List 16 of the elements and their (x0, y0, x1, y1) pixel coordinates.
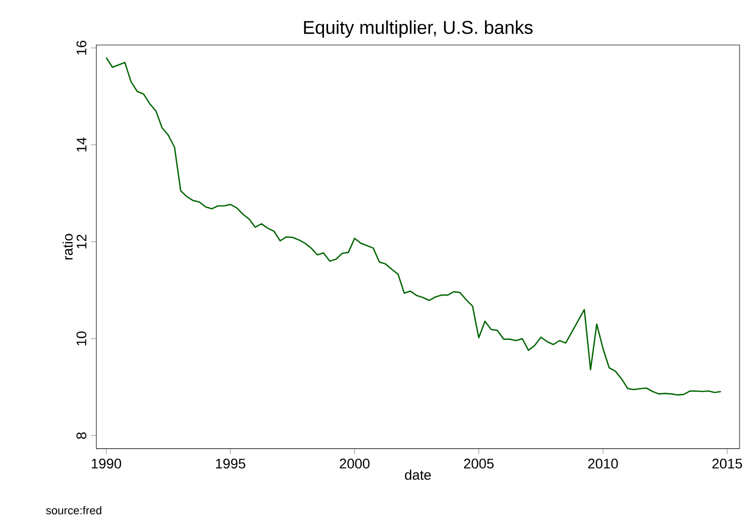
source-note: source:fred (46, 506, 102, 514)
x-tick-label: 2005 (464, 458, 494, 468)
y-tick-label: 16 (76, 40, 86, 54)
y-tick-label: 8 (76, 432, 86, 439)
y-tick-label: 10 (76, 331, 86, 346)
y-tick-label: 12 (76, 234, 86, 248)
x-axis-title: date (404, 470, 431, 480)
chart-title: Equity multiplier, U.S. banks (304, 20, 533, 38)
y-axis-title: ratio (62, 234, 73, 260)
x-tick-label: 1995 (216, 458, 246, 468)
line-series (106, 56, 722, 396)
y-tick-label: 14 (76, 137, 86, 152)
x-tick-label: 2010 (588, 458, 618, 468)
x-tick-label: 2000 (340, 458, 370, 468)
x-tick-label: 1990 (92, 458, 122, 468)
x-tick-label: 2015 (712, 458, 742, 468)
